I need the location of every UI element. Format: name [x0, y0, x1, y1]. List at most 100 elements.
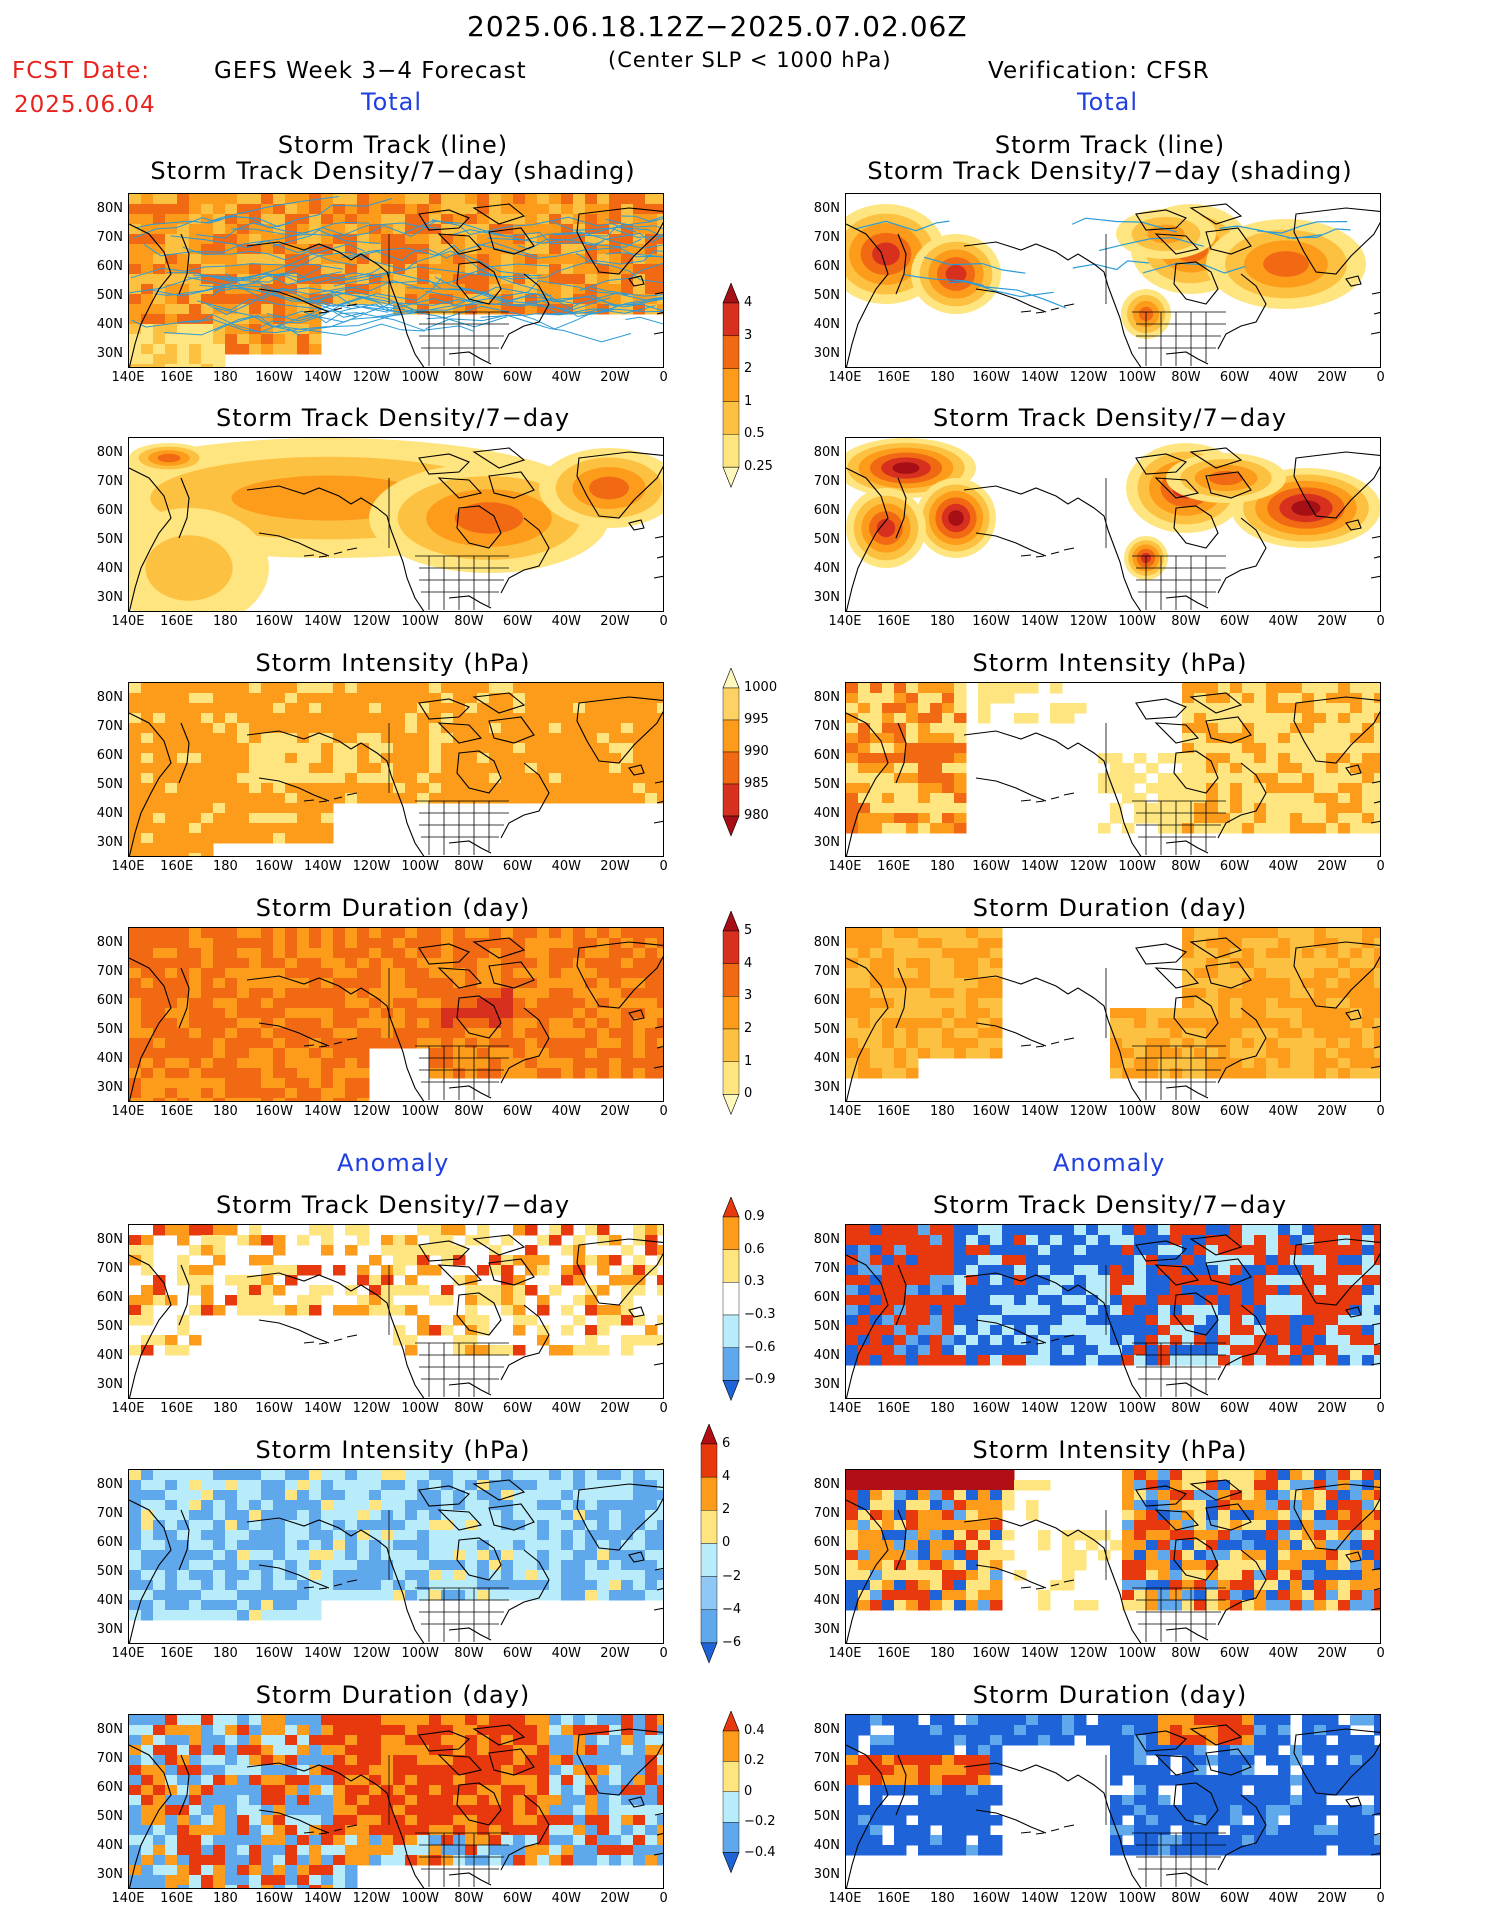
- colorbar-label: 2: [722, 1502, 731, 1518]
- lon-tick-label: 80W: [454, 1401, 484, 1416]
- colorbar-label: 990: [744, 744, 769, 759]
- title-track-shading-right: Storm Track Density/7−day (shading): [867, 157, 1353, 185]
- lat-tick-label: 60N: [813, 748, 840, 763]
- lon-tick-label: 60W: [1219, 1891, 1250, 1906]
- colorbar-label: 5: [744, 923, 753, 938]
- lat-tick-label: 60N: [813, 1780, 840, 1795]
- lon-tick-label: 20W: [600, 1646, 630, 1661]
- lat-tick-label: 80N: [96, 445, 123, 460]
- lon-tick-label: 140W: [1020, 1646, 1059, 1661]
- lon-tick-label: 0: [1376, 859, 1385, 874]
- lon-tick-label: 140E: [828, 859, 862, 874]
- colorbar-label: 0.25: [744, 459, 773, 475]
- lon-tick-label: 140W: [303, 370, 342, 385]
- lat-tick-label: 70N: [96, 719, 123, 734]
- lon-tick-label: 160W: [255, 859, 293, 874]
- lon-tick-label: 180: [929, 1646, 955, 1661]
- lat-tick-label: 40N: [813, 1348, 840, 1363]
- lat-tick-label: 50N: [813, 1809, 840, 1824]
- title-duration-anom-left: Storm Duration (day): [255, 1681, 531, 1709]
- lon-tick-label: 140E: [111, 614, 145, 629]
- lon-tick-label: 160E: [160, 1646, 194, 1661]
- title-track-line-right: Storm Track (line): [994, 131, 1226, 159]
- lat-tick-label: 30N: [96, 346, 123, 361]
- lon-tick-label: 140E: [828, 1646, 862, 1661]
- lon-tick-label: 80W: [1171, 1401, 1201, 1416]
- lat-tick-label: 30N: [813, 1080, 840, 1095]
- lon-tick-label: 80W: [1171, 1891, 1201, 1906]
- lon-tick-label: 160W: [255, 1401, 293, 1416]
- map-intensity-right: [845, 682, 1381, 857]
- colorbar-density-anom: [722, 1197, 740, 1402]
- lon-tick-label: 40W: [551, 370, 581, 385]
- verification-label: Verification: CFSR: [988, 58, 1210, 84]
- lat-tick-label: 40N: [813, 1051, 840, 1066]
- lat-tick-label: 80N: [96, 1232, 123, 1247]
- title-duration-anom-right: Storm Duration (day): [972, 1681, 1248, 1709]
- lon-tick-label: 160W: [255, 1646, 293, 1661]
- lon-tick-label: 80W: [454, 1646, 484, 1661]
- lon-tick-label: 140W: [1020, 370, 1059, 385]
- lon-tick-label: 180: [929, 614, 955, 629]
- lon-tick-label: 160E: [160, 1401, 194, 1416]
- lon-tick-label: 60W: [1219, 370, 1250, 385]
- title-track-line-left: Storm Track (line): [277, 131, 509, 159]
- lon-tick-label: 100W: [1118, 1891, 1157, 1906]
- title-intensity-anom-left: Storm Intensity (hPa): [255, 1436, 531, 1464]
- colorbar-intensity-anom: [700, 1424, 718, 1664]
- map-density-left: [128, 437, 664, 612]
- lon-tick-label: 160E: [160, 859, 194, 874]
- lat-tick-label: 50N: [96, 1319, 123, 1334]
- lon-tick-label: 180: [929, 859, 955, 874]
- colorbar-label: 4: [722, 1469, 731, 1485]
- lon-tick-label: 140W: [303, 1891, 342, 1906]
- map-duration-anom-left: [128, 1714, 664, 1889]
- lon-tick-label: 40W: [1268, 1401, 1298, 1416]
- colorbar-label: −6: [722, 1634, 742, 1650]
- lon-tick-label: 20W: [1317, 1104, 1347, 1119]
- lat-tick-label: 60N: [96, 1535, 123, 1550]
- map-track-line-right: [845, 193, 1381, 368]
- lon-tick-label: 120W: [352, 1401, 391, 1416]
- lat-tick-label: 80N: [813, 1232, 840, 1247]
- lon-tick-label: 160W: [255, 370, 293, 385]
- lon-tick-label: 20W: [1317, 370, 1347, 385]
- lon-tick-label: 0: [659, 1104, 668, 1119]
- lon-tick-label: 60W: [502, 1104, 533, 1119]
- lon-tick-label: 180: [212, 1646, 238, 1661]
- lon-tick-label: 20W: [600, 614, 630, 629]
- lon-tick-label: 120W: [1069, 859, 1108, 874]
- lon-tick-label: 160E: [877, 614, 911, 629]
- lat-tick-label: 70N: [813, 1261, 840, 1276]
- lat-tick-label: 70N: [813, 1506, 840, 1521]
- lat-tick-label: 40N: [96, 1051, 123, 1066]
- lat-tick-label: 60N: [96, 503, 123, 518]
- lat-tick-label: 40N: [813, 317, 840, 332]
- lon-tick-label: 100W: [401, 1891, 440, 1906]
- lon-tick-label: 20W: [1317, 1401, 1347, 1416]
- colorbar-label: 1: [744, 393, 753, 409]
- lon-tick-label: 60W: [502, 859, 533, 874]
- title-density-anom-left: Storm Track Density/7−day: [215, 1191, 571, 1219]
- lon-tick-label: 140W: [1020, 1891, 1059, 1906]
- lon-tick-label: 100W: [401, 1104, 440, 1119]
- lat-tick-label: 30N: [96, 835, 123, 850]
- lon-tick-label: 160W: [972, 1104, 1010, 1119]
- lat-tick-label: 80N: [813, 1477, 840, 1492]
- lon-tick-label: 180: [212, 614, 238, 629]
- lon-tick-label: 120W: [1069, 1401, 1108, 1416]
- fcst-date: 2025.06.04: [14, 92, 156, 118]
- lon-tick-label: 180: [212, 859, 238, 874]
- lat-tick-label: 30N: [96, 1377, 123, 1392]
- lon-tick-label: 160E: [877, 1891, 911, 1906]
- lat-tick-label: 30N: [813, 590, 840, 605]
- lon-tick-label: 160E: [877, 859, 911, 874]
- colorbar-label: 4: [744, 955, 753, 971]
- lon-tick-label: 60W: [1219, 1646, 1250, 1661]
- lon-tick-label: 120W: [1069, 1891, 1108, 1906]
- lon-tick-label: 120W: [352, 859, 391, 874]
- title-intensity-left: Storm Intensity (hPa): [255, 649, 531, 677]
- lon-tick-label: 140E: [828, 614, 862, 629]
- map-duration-right: [845, 927, 1381, 1102]
- lat-tick-label: 30N: [96, 1080, 123, 1095]
